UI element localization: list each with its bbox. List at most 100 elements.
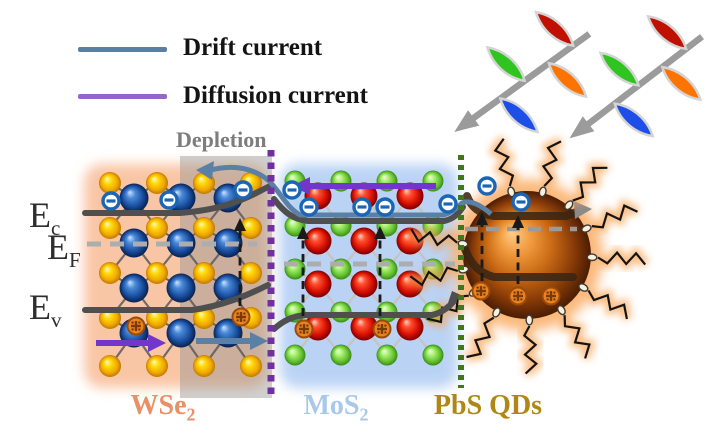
electron-icon [233,180,253,200]
valence-band-symbol: E [29,287,51,327]
pbs-qds-region-label: PbS QDs [434,390,542,426]
wse2-label-text: WSe [130,390,187,421]
ligand-chain [597,250,647,266]
ligand-chain [410,228,458,247]
legend-drift-label: Drift current [183,34,323,61]
diffusion-arrowhead-right [148,334,166,352]
mo-atom [396,182,424,210]
ligand-chain [563,315,591,359]
mos2-label-text: MoS [303,390,360,421]
hole-icon [471,281,491,301]
fermi-level-symbol: E [47,227,69,267]
se-atom [99,355,121,377]
se-atom [193,217,215,239]
transition-arrowhead [476,212,488,225]
legend-diffusion-label: Diffusion current [183,82,368,109]
se-atom [240,217,262,239]
hole-icon [126,316,146,336]
ligand-head [525,314,534,326]
electron-icon [352,197,372,217]
fermi-level-label: EF [47,229,81,271]
ligand-chain [493,138,515,187]
hole-icon [231,307,251,327]
ligand-head [492,307,501,318]
se-atom [99,172,121,194]
ligand-chain [522,325,538,375]
ligand-head [586,253,598,262]
light-wave-petal [660,65,703,102]
qd-sphere [463,191,591,319]
conduction-band-subscript: c [51,216,61,241]
ligand-chain [572,166,608,202]
light-wave-petal [485,45,527,83]
electron-icon [477,176,497,196]
se-atom [99,262,121,284]
light-wave-petal [534,10,575,48]
w-atom [166,318,196,348]
transition-arrowhead [374,226,386,239]
wse2-valence-band [82,282,271,313]
s-atom [376,344,398,366]
light-arrow-shaft [582,34,704,130]
ligand-glow [535,136,564,190]
ligand-head [578,283,589,292]
mo-atom [304,270,332,298]
electron-icon [282,180,302,200]
light-wave-petal [547,61,588,99]
current-arrows [96,161,493,352]
hole-icon [508,286,528,306]
drift-arrowhead-left [196,161,214,180]
mo-atom [396,313,424,341]
mo-atom [304,227,332,255]
ligand-head [538,186,547,198]
electron-icon [299,197,319,217]
qd-valence-band [460,242,577,281]
holes [126,281,561,339]
ligand-head [581,224,592,233]
se-atom [146,262,168,284]
light-pulse [569,14,704,139]
ligand-glow [570,162,608,206]
w-atom [119,183,149,213]
mo-atom [350,313,378,341]
fermi-level-subscript: F [69,248,81,273]
transition-arrowhead [512,215,524,228]
transition-arrowhead [234,218,246,231]
transition-arrows [234,212,524,316]
electron-icon [511,192,531,212]
s-atom [422,344,444,366]
light-wave-petal [498,96,540,134]
ligand-chain [591,204,638,229]
se-atom [193,262,215,284]
electron-icon [101,191,121,211]
ligand-head [556,304,566,316]
ligand-head [564,200,574,211]
hole-icon [541,286,561,306]
se-atom [146,172,168,194]
legend-drift-line [78,47,167,52]
ligand-chain [409,266,459,287]
legend-diffusion-line [78,94,167,99]
mo-atom [350,270,378,298]
diffusion-arrowhead-left [292,177,310,195]
s-atom [330,344,352,366]
mos2-label-subscript: 2 [359,404,369,425]
light-wave-petal [598,51,641,87]
hole-icon [294,319,314,339]
drift-current-line [206,164,493,218]
transition-arrowhead [297,226,309,239]
s-atom [284,344,306,366]
qd-band-arrowhead [574,201,592,219]
pbs-label-text: PbS QDs [433,390,543,421]
pbs-quantum-dot [460,191,592,319]
light-wave-petal [646,14,688,51]
drift-arrowhead-right [250,332,268,350]
mos2-valence-band [271,298,457,332]
electron-icon [375,197,395,217]
mos2-valence-band-arrowhead [447,291,463,306]
valence-band-subscript: v [51,308,62,333]
conduction-band-label: Ec [29,197,60,239]
ligand-chain [541,140,562,187]
